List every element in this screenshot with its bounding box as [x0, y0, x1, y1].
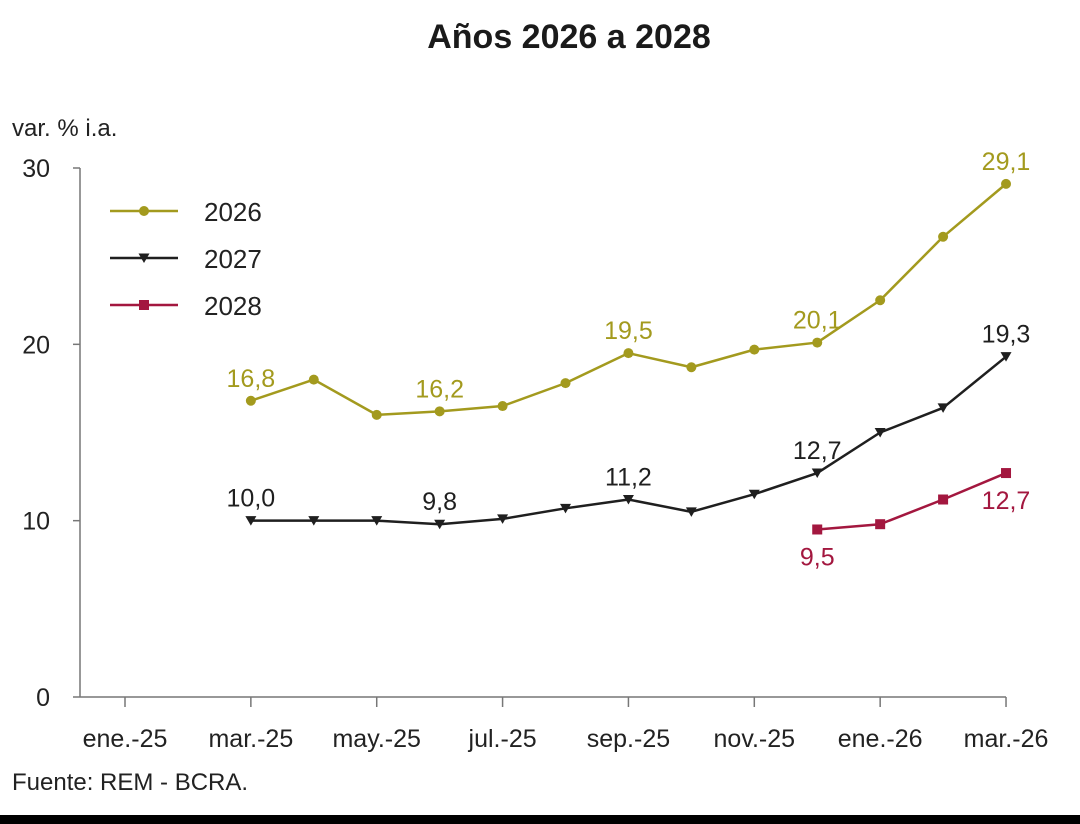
- series-layer: 16,8 16,2 19,5 20,1 29,1 10,0 9,8 11,2 12,7 19,3 9…: [227, 148, 1031, 572]
- y-tick-label: 0: [36, 684, 50, 712]
- data-point-2026: [749, 344, 760, 355]
- series-2027: 10,0 9,8 11,2 12,7 19,3: [227, 321, 1031, 530]
- data-point-2026: [938, 231, 949, 242]
- data-point-2027: [308, 516, 320, 526]
- data-label-2027: 19,3: [982, 321, 1031, 349]
- legend-label: 2026: [204, 197, 262, 227]
- series-2026: 16,8 16,2 19,5 20,1 29,1: [227, 148, 1031, 420]
- data-point-2027: [434, 519, 446, 530]
- y-tick-label: 10: [22, 508, 50, 536]
- data-point-2027: [811, 468, 823, 479]
- data-label-2026: 19,5: [604, 317, 653, 345]
- data-point-2026: [497, 401, 508, 412]
- series-line-2028: [817, 471, 1007, 531]
- series-line-2026: [250, 182, 1007, 417]
- data-point-2027: [560, 503, 572, 514]
- data-point-2028: [938, 494, 949, 505]
- data-point-2026: [560, 378, 571, 389]
- x-tick-label: jul.-25: [468, 725, 537, 753]
- x-tick-label: ene.-26: [838, 725, 923, 753]
- data-label-2027: 12,7: [793, 437, 842, 465]
- legend-marker: [139, 206, 149, 216]
- data-label-2028: 9,5: [800, 543, 835, 571]
- legend-label: 2027: [204, 244, 262, 274]
- data-label-2026: 20,1: [793, 307, 842, 335]
- data-point-2027: [497, 514, 509, 524]
- data-label-2027: 11,2: [605, 464, 652, 492]
- data-point-2027: [748, 489, 760, 500]
- data-label-2026: 16,2: [415, 375, 464, 403]
- x-tick-label: may.-25: [332, 725, 420, 753]
- data-point-2027: [622, 495, 634, 505]
- y-tick-label: 30: [22, 155, 50, 183]
- legend-marker: [138, 253, 150, 263]
- x-tick-label: nov.-25: [714, 725, 796, 753]
- data-label-2026: 29,1: [982, 148, 1031, 176]
- data-point-2027: [685, 507, 697, 517]
- data-point-2028: [875, 519, 886, 530]
- data-label-2028: 12,7: [982, 487, 1031, 515]
- y-tick-label: 20: [22, 331, 50, 359]
- x-tick-label: ene.-25: [83, 725, 168, 753]
- legend-marker: [139, 300, 149, 310]
- data-point-2028: [1001, 468, 1012, 479]
- axes: 0 10 20 30 ene.-25 mar.-25 may.-25 jul.-25 sep.-…: [22, 155, 1048, 753]
- bottom-border: [0, 815, 1080, 824]
- legend-item-2028: 2028: [110, 291, 262, 321]
- x-tick-label: sep.-25: [587, 725, 670, 753]
- data-point-2026: [875, 295, 886, 306]
- data-point-2026: [686, 362, 697, 373]
- legend-label: 2028: [204, 291, 262, 321]
- data-point-2026: [371, 409, 382, 420]
- data-point-2026: [812, 337, 823, 348]
- legend-item-2027: 2027: [110, 244, 262, 274]
- data-point-2027: [874, 428, 886, 438]
- data-point-2026: [1001, 178, 1012, 189]
- x-tick-label: mar.-25: [208, 725, 293, 753]
- data-point-2027: [371, 516, 383, 526]
- series-2028: 9,5 12,7: [800, 468, 1031, 571]
- data-label-2027: 9,8: [422, 488, 457, 516]
- data-point-2026: [245, 395, 256, 406]
- legend-item-2026: 2026: [110, 197, 262, 227]
- data-point-2026: [623, 348, 634, 359]
- x-tick-label: mar.-26: [964, 725, 1049, 753]
- data-point-2027: [245, 516, 257, 526]
- data-point-2028: [812, 524, 823, 535]
- data-point-2026: [434, 406, 445, 417]
- data-label-2027: 10,0: [227, 485, 276, 513]
- y-axis-label: var. % i.a.: [12, 115, 117, 142]
- source-note: Fuente: REM - BCRA.: [12, 769, 248, 796]
- data-point-2026: [308, 374, 319, 385]
- data-point-2027: [937, 403, 949, 413]
- chart-title: Años 2026 a 2028: [427, 18, 711, 56]
- data-point-2027: [1000, 352, 1012, 362]
- legend: 2026 2027 2028: [110, 197, 262, 321]
- data-label-2026: 16,8: [227, 365, 276, 393]
